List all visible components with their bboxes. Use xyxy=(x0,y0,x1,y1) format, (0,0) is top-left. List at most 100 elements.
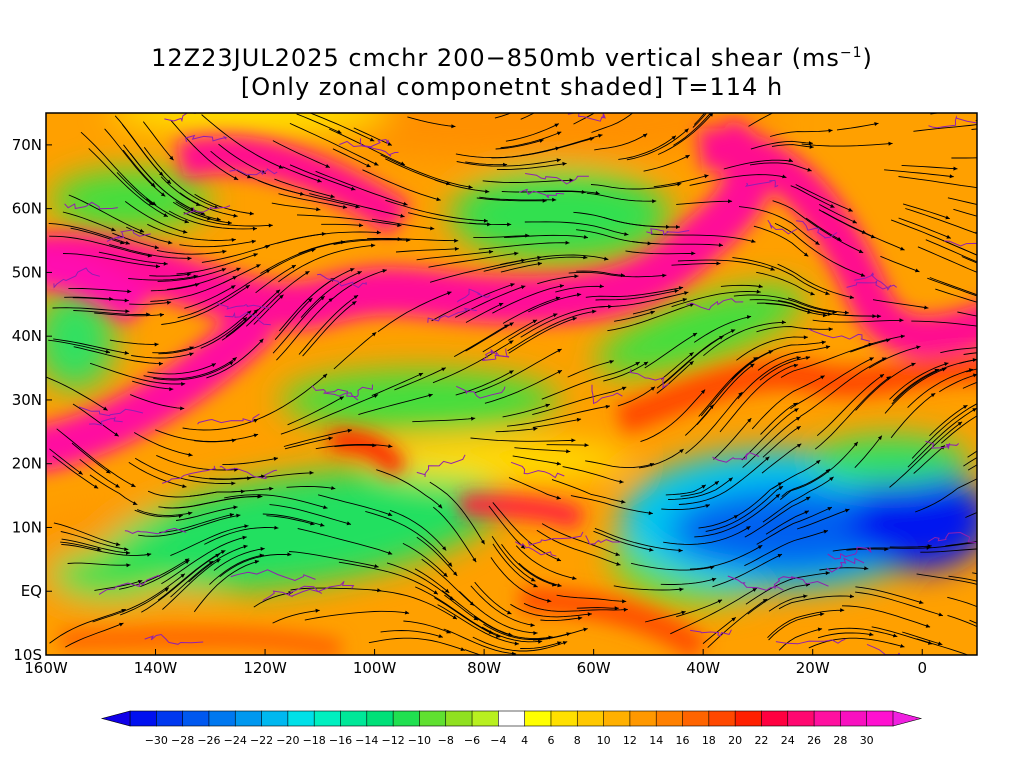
stream-arrow xyxy=(189,352,194,357)
stream-arrow xyxy=(211,363,216,368)
stream-arrow xyxy=(557,583,562,588)
streamline xyxy=(759,356,811,381)
stream-arrow xyxy=(447,291,452,296)
streamline xyxy=(358,393,433,416)
streamline xyxy=(94,312,165,317)
streamline xyxy=(287,396,345,426)
stream-arrow xyxy=(556,461,561,466)
stream-arrow xyxy=(583,255,588,260)
colorbar-label: −8 xyxy=(438,734,454,747)
streamline xyxy=(317,494,393,517)
colorbar-label: 20 xyxy=(728,734,742,747)
streamline xyxy=(551,479,626,503)
streamline xyxy=(73,310,151,315)
streamline xyxy=(741,408,799,461)
streamline xyxy=(73,346,163,365)
streamline xyxy=(828,627,898,638)
streamline xyxy=(713,417,752,460)
stream-arrow xyxy=(403,201,408,206)
stream-arrow xyxy=(877,314,882,319)
streamline xyxy=(505,123,560,142)
streamline xyxy=(817,632,874,639)
stream-arrow xyxy=(804,510,809,515)
stream-arrow xyxy=(537,261,542,266)
stream-arrow xyxy=(557,349,562,353)
streamline xyxy=(474,581,512,615)
streamline xyxy=(510,603,592,618)
stream-arrow xyxy=(643,361,649,366)
streamline xyxy=(80,131,157,206)
stream-arrow xyxy=(126,563,131,568)
y-tick-label: EQ xyxy=(21,582,42,600)
contour-line xyxy=(567,113,606,122)
stream-arrow xyxy=(731,617,736,622)
streamline xyxy=(119,587,170,616)
streamline xyxy=(768,595,808,612)
streamline xyxy=(941,415,977,444)
stream-arrow xyxy=(233,176,239,180)
streamline xyxy=(109,243,192,259)
streamline xyxy=(911,403,977,459)
streamlines xyxy=(46,113,1001,655)
streamline xyxy=(150,283,200,292)
stream-arrow xyxy=(566,449,571,454)
streamline xyxy=(929,404,968,437)
streamline xyxy=(147,490,246,498)
stream-arrow xyxy=(719,336,724,340)
stream-arrow xyxy=(886,376,891,381)
chart-subtitle: [Only zonal componetnt shaded] T=114 h xyxy=(240,73,784,101)
streamline xyxy=(546,444,589,446)
streamline xyxy=(854,435,883,469)
streamline xyxy=(175,201,221,221)
contour-line xyxy=(826,557,865,573)
stream-arrow xyxy=(988,407,992,411)
streamline xyxy=(537,275,579,285)
streamline xyxy=(712,553,783,588)
stream-arrow xyxy=(520,544,525,549)
stream-arrow xyxy=(382,269,387,273)
streamline xyxy=(700,350,774,417)
stream-arrow xyxy=(114,432,119,437)
stream-arrow xyxy=(166,300,172,305)
stream-arrow xyxy=(347,428,352,433)
streamline xyxy=(416,536,458,577)
streamline xyxy=(60,541,102,551)
streamline xyxy=(288,551,379,568)
streamline xyxy=(573,113,596,125)
streamline xyxy=(134,509,183,518)
y-tick-label: 20N xyxy=(12,455,42,473)
stream-arrow xyxy=(718,243,723,247)
streamline xyxy=(737,482,783,516)
streamline xyxy=(720,284,763,288)
streamline xyxy=(176,253,258,275)
streamline xyxy=(947,197,977,205)
streamline xyxy=(748,113,774,127)
streamline xyxy=(170,525,249,557)
title-exponent: −1 xyxy=(839,45,863,61)
streamline xyxy=(630,562,715,571)
streamline xyxy=(670,587,758,635)
stream-arrow xyxy=(623,607,628,612)
streamline xyxy=(570,495,653,514)
stream-arrow xyxy=(877,435,882,440)
stream-arrow xyxy=(705,504,710,508)
streamline xyxy=(618,135,677,160)
stream-arrow xyxy=(605,404,610,409)
contour-line xyxy=(416,454,466,478)
streamline xyxy=(799,357,887,418)
stream-arrow xyxy=(471,416,476,421)
streamline xyxy=(555,285,604,293)
stream-arrow xyxy=(997,355,1001,359)
stream-arrow xyxy=(557,641,562,646)
streamline xyxy=(590,183,682,190)
contour-line xyxy=(311,385,359,401)
streamline xyxy=(147,363,217,375)
streamline xyxy=(104,128,166,197)
colorbar-label: 22 xyxy=(754,734,768,747)
stream-arrow xyxy=(852,219,857,224)
colorbar-swatch xyxy=(234,710,263,727)
streamline xyxy=(219,553,292,578)
stream-arrow xyxy=(868,342,873,347)
stream-arrow xyxy=(937,641,943,646)
streamline xyxy=(224,494,328,509)
